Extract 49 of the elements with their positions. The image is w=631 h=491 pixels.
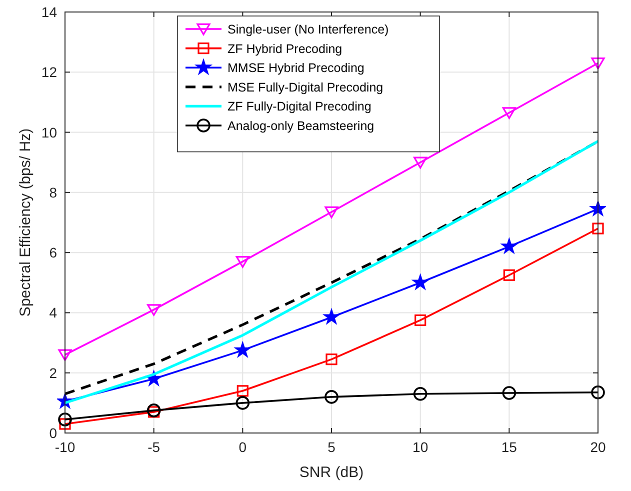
- y-tick-label: 0: [49, 425, 58, 441]
- point: [414, 156, 428, 169]
- legend-label: Single-user (No Interference): [228, 22, 389, 36]
- point: [413, 387, 428, 401]
- point: [503, 269, 515, 281]
- point: [236, 256, 250, 268]
- x-tick-label: -10: [54, 439, 76, 455]
- x-tick-label: 20: [590, 439, 606, 455]
- point: [324, 206, 338, 218]
- y-tick-label: 6: [49, 244, 58, 261]
- x-tick-label: 10: [412, 439, 428, 455]
- point: [502, 107, 516, 119]
- y-tick-label: 12: [41, 64, 58, 80]
- y-tick-label: 4: [49, 304, 58, 321]
- point: [502, 386, 516, 400]
- point: [592, 222, 604, 234]
- legend-label: MMSE Hybrid Precoding: [228, 61, 364, 76]
- point: [323, 308, 340, 324]
- point: [414, 314, 426, 326]
- point: [58, 349, 72, 362]
- point: [591, 386, 605, 400]
- legend-label: MSE Fully-Digital Precoding: [228, 80, 384, 94]
- x-tick-label: 0: [238, 439, 247, 455]
- y-axis-title: Spectral Efficiency (bps/ Hz): [17, 128, 34, 317]
- y-tick-label: 8: [49, 184, 58, 200]
- x-tick-label: 15: [501, 439, 518, 455]
- legend-label: ZF Hybrid Precoding: [228, 42, 342, 56]
- y-tick-label: 14: [41, 4, 58, 20]
- point: [412, 274, 428, 290]
- y-tick-label: 10: [41, 124, 58, 140]
- point: [146, 404, 161, 418]
- x-axis-title: SNR (dB): [299, 464, 364, 481]
- legend-label: Analog-only Beamsteering: [228, 119, 374, 133]
- point: [234, 342, 251, 358]
- point: [147, 304, 161, 316]
- point: [501, 238, 518, 254]
- y-tick-label: 2: [49, 364, 58, 381]
- x-tick-label: -5: [148, 439, 160, 455]
- point: [236, 396, 250, 410]
- legend-label: ZF Fully-Digital Precoding: [228, 100, 372, 114]
- x-tick-label: 5: [328, 439, 336, 455]
- point: [590, 200, 606, 216]
- point: [591, 58, 605, 70]
- point: [324, 390, 338, 404]
- point: [58, 412, 72, 426]
- point: [59, 418, 71, 430]
- point: [148, 406, 160, 418]
- point: [326, 354, 338, 366]
- point: [236, 385, 248, 397]
